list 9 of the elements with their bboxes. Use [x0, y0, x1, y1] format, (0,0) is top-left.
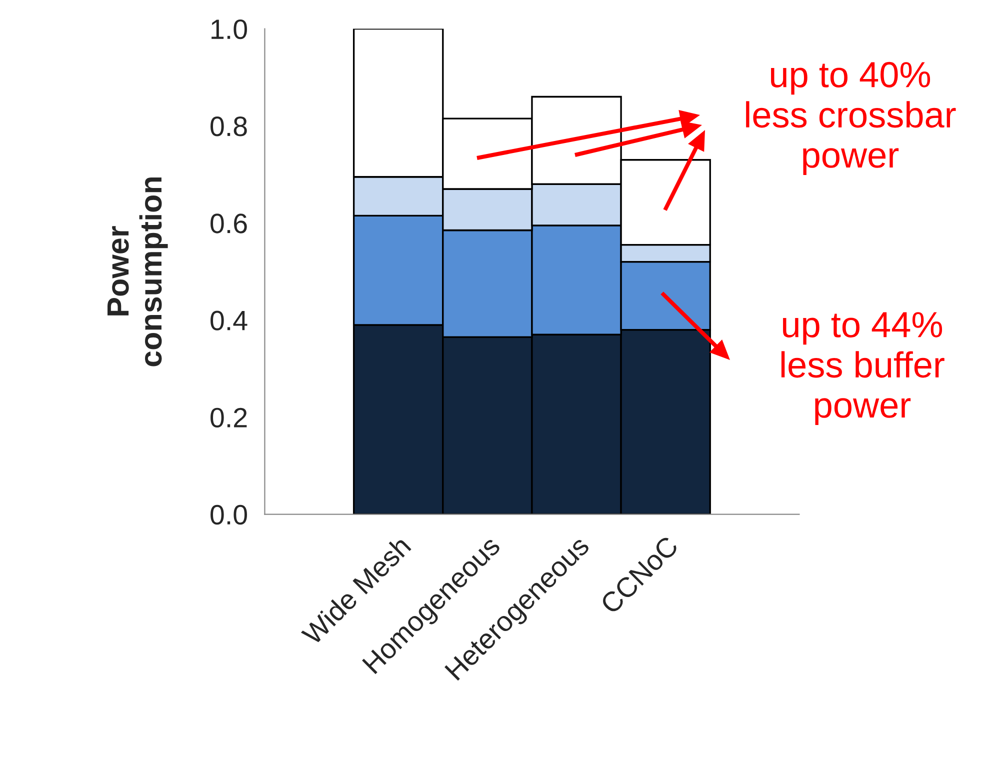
y-axis-title: Power consumption [108, 178, 168, 366]
y-tick-label: 0.8 [210, 116, 247, 136]
y-tick-label: 0.2 [210, 408, 247, 428]
y-tick-label: 1.0 [212, 19, 247, 40]
y-tick-label: 0.6 [210, 214, 247, 234]
text: up to 44% less buffer power [781, 312, 944, 426]
text: up to 40% less crossbar power [746, 62, 956, 176]
y-tick-label: 0.0 [210, 504, 247, 525]
y-tick-label: 0.4 [210, 310, 248, 330]
